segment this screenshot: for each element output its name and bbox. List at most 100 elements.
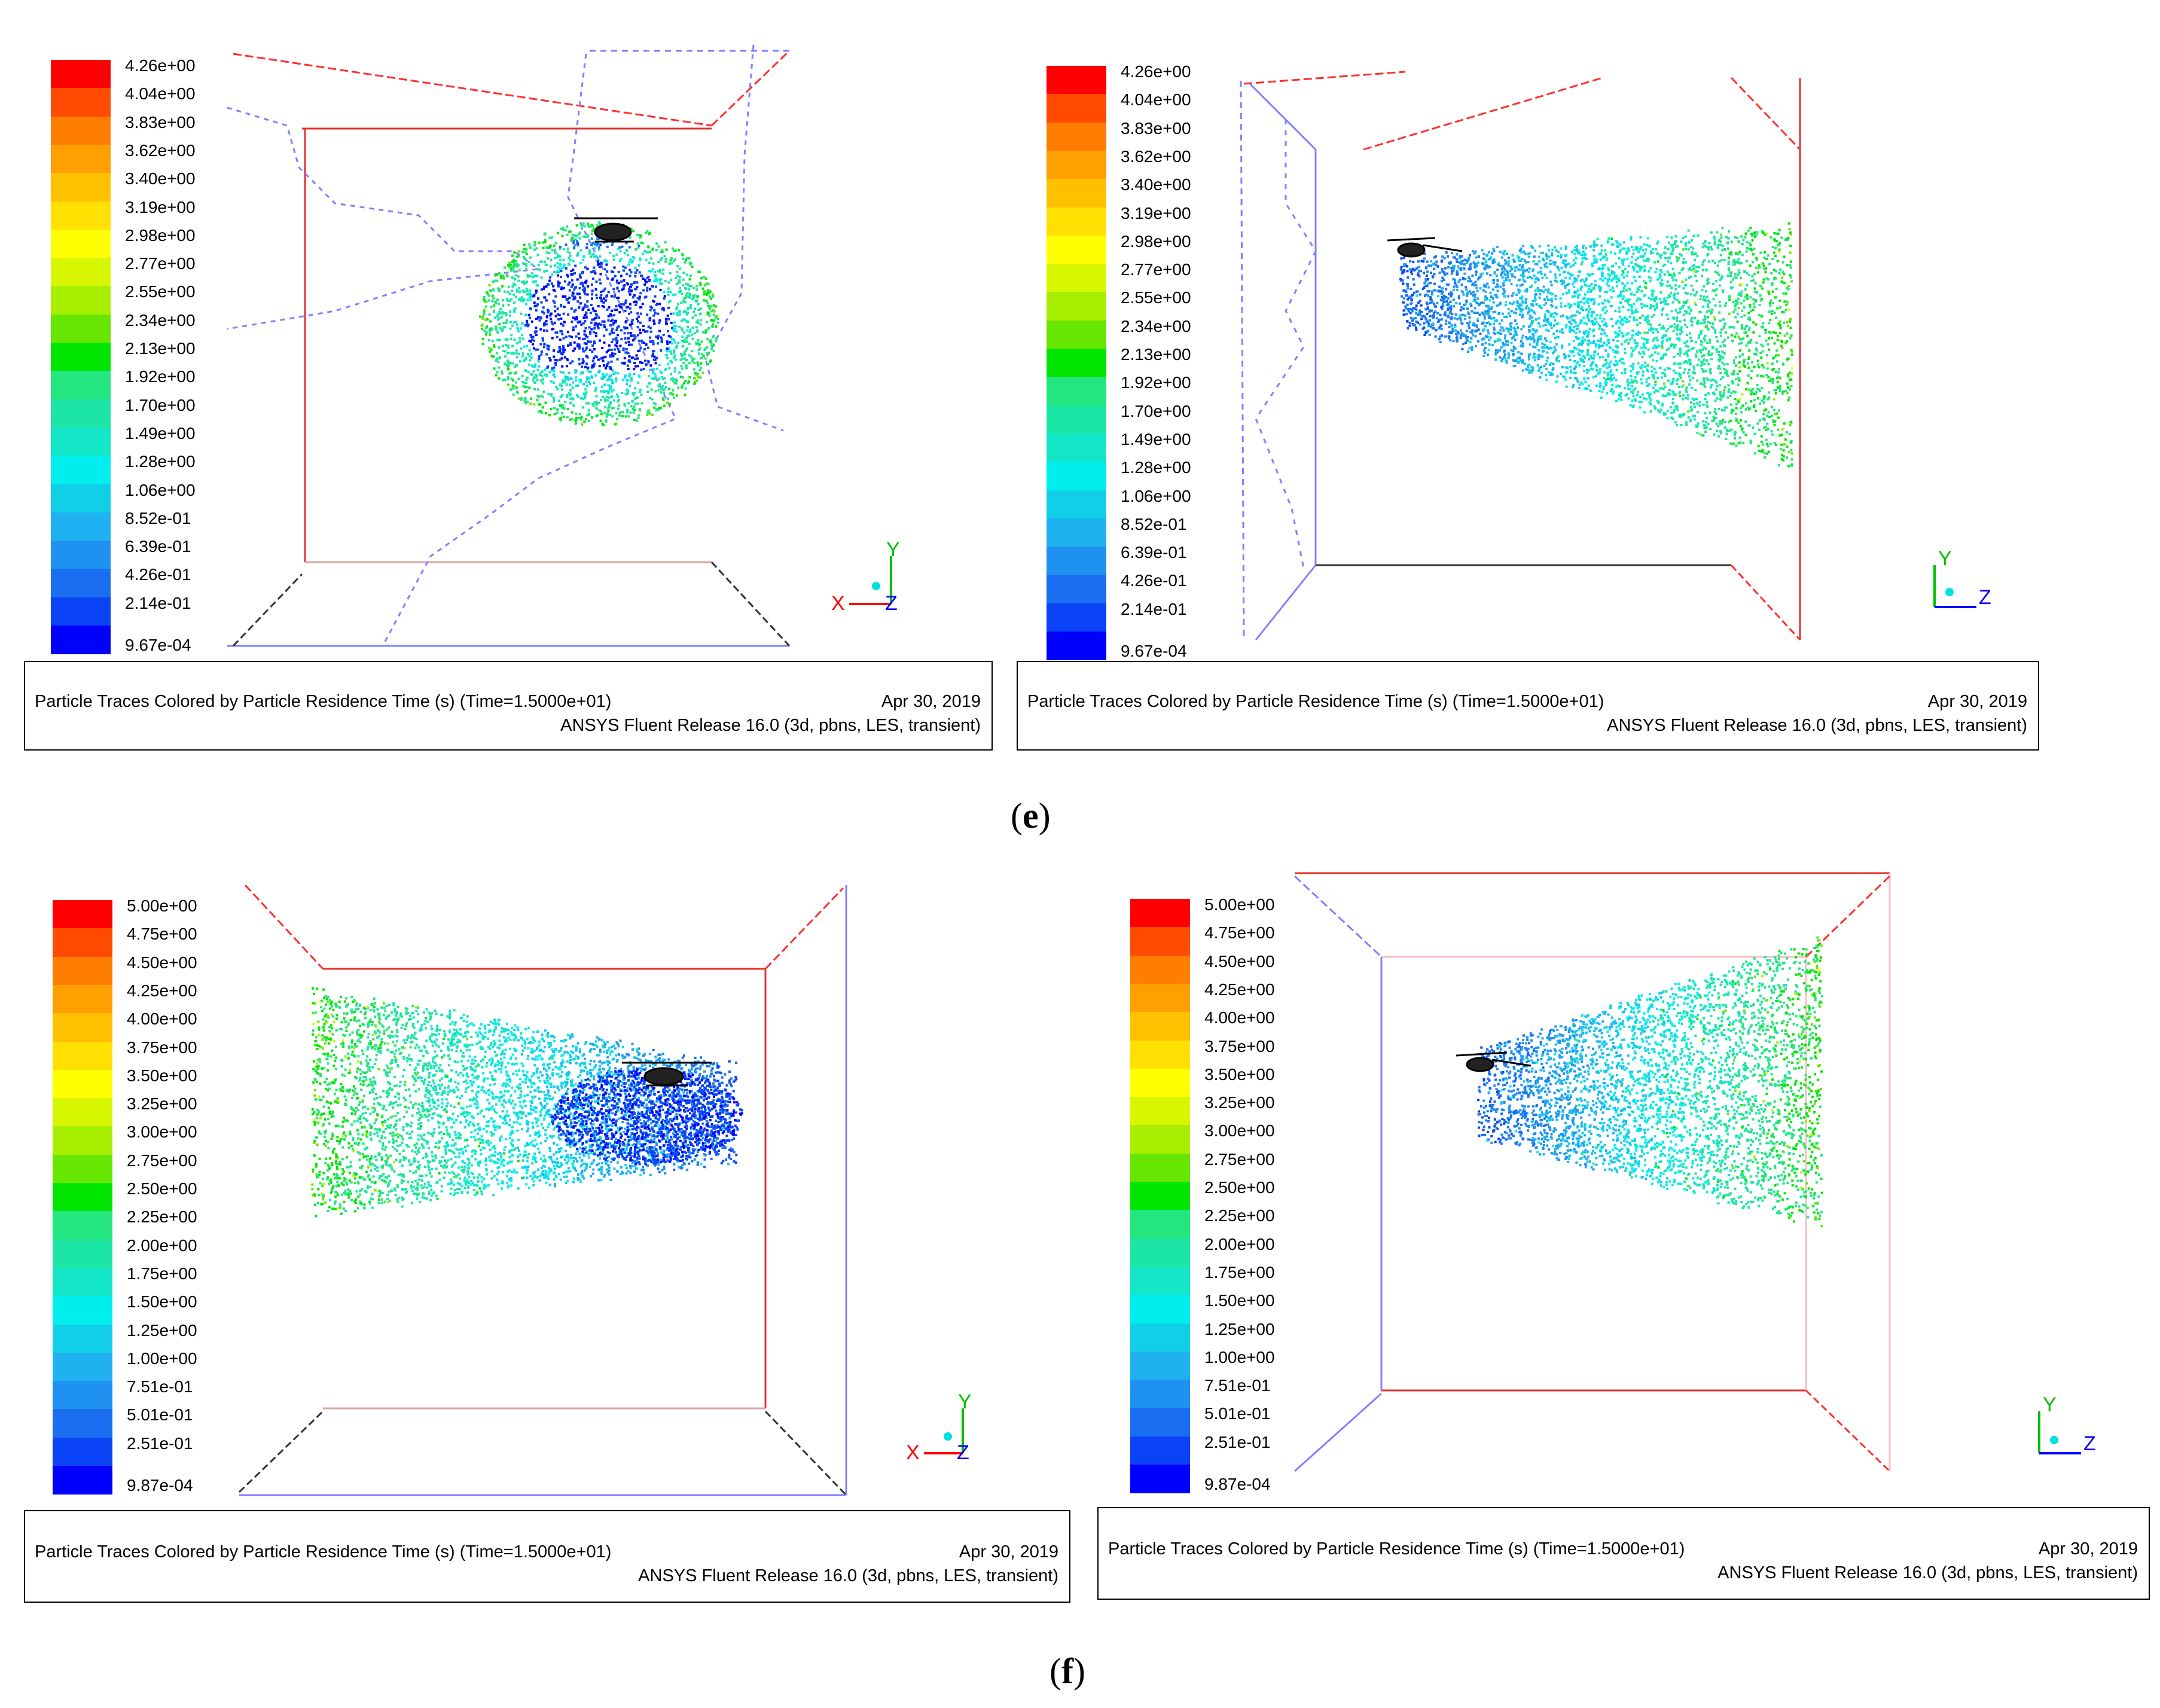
particle-point <box>1719 254 1722 257</box>
particle-point <box>630 356 633 359</box>
particle-point <box>1518 249 1521 252</box>
particle-point <box>546 367 549 370</box>
particle-point <box>632 394 635 396</box>
particle-point <box>1703 362 1706 365</box>
particle-point <box>611 415 614 418</box>
particle-point <box>1613 364 1616 367</box>
particle-point <box>1569 316 1572 319</box>
axis-label-y: Y <box>886 538 900 561</box>
particle-point <box>634 387 637 390</box>
particle-point <box>586 293 589 296</box>
particle-point <box>1514 328 1517 331</box>
particle-point <box>587 340 590 343</box>
particle-point <box>1429 298 1432 301</box>
particle-point <box>1463 267 1466 270</box>
particle-point <box>1401 295 1403 298</box>
particle-point <box>1573 277 1576 280</box>
particle-point <box>1484 261 1487 264</box>
particle-point <box>585 313 588 316</box>
plot-area: Y X Z <box>227 44 900 647</box>
particle-point <box>1723 324 1726 327</box>
particle-point <box>527 324 530 327</box>
particle-point <box>1583 302 1586 305</box>
particle-point <box>1530 365 1533 368</box>
particle-point <box>1633 319 1636 322</box>
particle-point <box>1771 246 1774 248</box>
particle-point <box>578 343 581 346</box>
particle-point <box>496 279 499 282</box>
particle-point <box>1420 260 1423 263</box>
particle-point <box>521 298 524 301</box>
particle-point <box>524 401 527 404</box>
particle-point <box>573 272 576 274</box>
particle-point <box>1430 293 1433 296</box>
particle-point <box>518 290 521 293</box>
particle-point <box>1578 387 1581 390</box>
particle-point <box>536 254 539 257</box>
particle-point <box>542 288 545 291</box>
particle-point <box>568 392 570 395</box>
particle-point <box>639 312 642 315</box>
particle-point <box>707 327 710 330</box>
particle-point <box>574 371 577 374</box>
particle-point <box>1761 440 1763 443</box>
particle-point <box>637 350 640 352</box>
particle-point <box>1598 295 1601 298</box>
particle-point <box>576 292 579 295</box>
particle-point <box>1778 272 1781 274</box>
particle-point <box>1620 343 1623 346</box>
particle-point <box>541 379 544 382</box>
particle-point <box>681 292 684 295</box>
particle-point <box>1757 271 1760 274</box>
particle-point <box>1659 269 1662 272</box>
particle-point <box>639 236 642 239</box>
particle-point <box>582 235 585 238</box>
particle-point <box>600 298 603 301</box>
particle-point <box>1456 339 1459 342</box>
particle-point <box>1715 347 1718 350</box>
particle-point <box>1651 292 1654 295</box>
particle-point <box>1726 396 1729 399</box>
particle-point <box>1507 312 1510 315</box>
particle-point <box>1584 381 1587 384</box>
particle-point <box>538 355 541 358</box>
particle-point <box>527 261 530 264</box>
particle-point <box>677 386 680 389</box>
particle-point <box>646 412 649 414</box>
particle-point <box>651 285 654 288</box>
particle-point <box>1527 261 1530 264</box>
particle-point <box>1738 366 1741 369</box>
particle-point <box>1763 452 1766 455</box>
particle-point <box>580 323 583 326</box>
particle-point <box>1406 320 1409 323</box>
particle-point <box>706 346 709 349</box>
particle-point <box>681 329 684 332</box>
particle-point <box>593 348 596 350</box>
particle-point <box>1447 283 1450 286</box>
particle-point <box>1763 267 1766 270</box>
particle-point <box>1433 303 1435 306</box>
particle-point <box>570 336 573 338</box>
particle-point <box>1488 309 1491 312</box>
particle-point <box>523 291 526 294</box>
particle-point <box>1666 409 1669 412</box>
particle-point <box>652 300 655 303</box>
particle-point <box>1454 282 1456 285</box>
particle-point <box>562 337 565 340</box>
particle-point <box>1561 293 1564 296</box>
particle-point <box>1550 263 1553 266</box>
particle-point <box>1468 258 1470 261</box>
particle-point <box>1611 325 1614 328</box>
particle-point <box>611 243 614 246</box>
particle-point <box>536 284 539 287</box>
particle-point <box>1688 276 1691 279</box>
particle-point <box>1665 284 1668 287</box>
particle-point <box>620 329 623 332</box>
particle-point <box>1686 340 1689 343</box>
particle-point <box>1521 316 1524 319</box>
particle-point <box>1447 315 1450 318</box>
particle-point <box>1554 312 1557 315</box>
particle-point <box>575 379 577 382</box>
particle-point <box>1574 280 1577 283</box>
particle-point <box>547 365 550 368</box>
